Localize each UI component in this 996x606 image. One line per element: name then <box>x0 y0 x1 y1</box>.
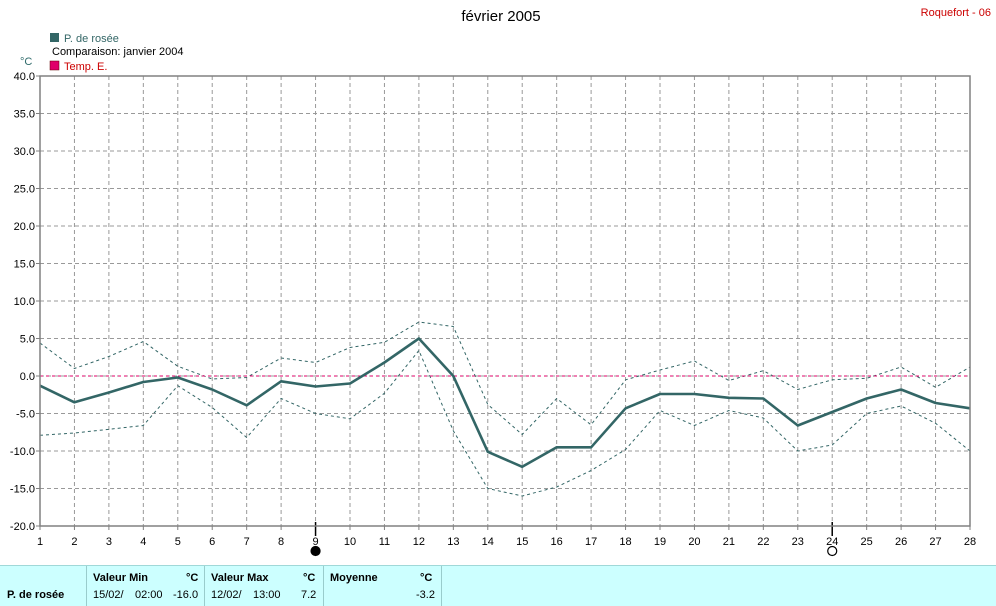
legend-label-temp: Temp. E. <box>64 61 107 73</box>
x-tick-label: 18 <box>619 536 631 548</box>
stats-panel: P. de rosée Valeur Min °C 15/02/ 02:00 -… <box>0 565 996 606</box>
stats-max-unit: °C <box>303 572 316 584</box>
stats-min-time: 02:00 <box>135 589 163 601</box>
y-tick-label: 20.0 <box>14 221 35 233</box>
new-moon-icon <box>310 545 321 557</box>
stats-max-date: 12/02/ <box>211 589 242 601</box>
legend-swatch-dewpoint <box>50 33 59 42</box>
x-tick-label: 5 <box>175 536 181 548</box>
stats-row-label: P. de rosée <box>7 589 65 601</box>
x-tick-label: 2 <box>71 536 77 548</box>
x-tick-label: 10 <box>344 536 356 548</box>
x-tick-label: 4 <box>140 536 146 548</box>
x-tick-label: 27 <box>929 536 941 548</box>
x-tick-label: 1 <box>37 536 43 548</box>
x-tick-label: 9 <box>312 536 318 548</box>
x-tick-label: 21 <box>723 536 735 548</box>
series-line-0 <box>39 337 971 469</box>
y-tick-label: 25.0 <box>14 184 35 196</box>
y-tick-label: 15.0 <box>14 259 35 271</box>
x-tick-label: 24 <box>826 536 838 548</box>
stats-min-header: Valeur Min <box>93 572 149 584</box>
y-tick-label: 0.0 <box>20 371 35 383</box>
stats-avg-cell: Moyenne °C -3.2 <box>324 566 442 606</box>
chart-title: février 2005 <box>461 8 540 25</box>
stats-min-unit: °C <box>186 572 199 584</box>
stats-max-cell: Valeur Max °C 12/02/ 13:00 7.2 <box>205 566 324 606</box>
y-unit: °C <box>20 56 32 68</box>
series-group <box>39 321 971 497</box>
x-tick-label: 7 <box>244 536 250 548</box>
station-label: Roquefort - 06 <box>921 7 991 19</box>
stats-label-cell: P. de rosée <box>0 566 87 606</box>
stats-min-date: 15/02/ <box>93 589 124 601</box>
y-tick-label: 40.0 <box>14 71 35 83</box>
y-tick-label: 5.0 <box>20 334 35 346</box>
stats-max-time: 13:00 <box>253 589 281 601</box>
stats-avg-unit: °C <box>420 572 433 584</box>
legend: P. de rosée Comparaison: janvier 2004 Te… <box>49 33 183 73</box>
moon-markers <box>310 522 838 557</box>
x-tick-label: 11 <box>379 536 390 548</box>
x-tick-label: 22 <box>757 536 769 548</box>
x-tick-label: 13 <box>447 536 459 548</box>
x-tick-label: 23 <box>792 536 804 548</box>
y-tick-label: -15.0 <box>10 484 35 496</box>
y-tick-label: -10.0 <box>10 446 35 458</box>
y-tick-label: 10.0 <box>14 296 35 308</box>
y-tick-label: -5.0 <box>16 409 35 421</box>
x-tick-label: 15 <box>516 536 528 548</box>
x-tick-label: 12 <box>413 536 425 548</box>
stats-min-cell: Valeur Min °C 15/02/ 02:00 -16.0 <box>87 566 205 606</box>
full-moon-icon <box>827 545 838 557</box>
x-tick-label: 6 <box>209 536 215 548</box>
plot-frame <box>39 75 971 527</box>
x-tick-label: 16 <box>551 536 563 548</box>
legend-swatch-temp <box>49 60 60 71</box>
x-tick-label: 17 <box>585 536 597 548</box>
x-tick-label: 26 <box>895 536 907 548</box>
chart: février 2005 Roquefort - 06 P. de rosée … <box>10 7 991 557</box>
legend-label-comparison: Comparaison: janvier 2004 <box>52 46 183 58</box>
series-line-1 <box>39 321 971 435</box>
x-tick-label: 20 <box>688 536 700 548</box>
y-tick-label: 30.0 <box>14 146 35 158</box>
stats-max-value: 7.2 <box>301 589 317 601</box>
stats-avg-header: Moyenne <box>330 572 378 584</box>
x-tick-label: 8 <box>278 536 284 548</box>
x-tick-label: 19 <box>654 536 666 548</box>
legend-label-dewpoint: P. de rosée <box>64 33 119 45</box>
stats-max-header: Valeur Max <box>211 572 269 584</box>
x-tick-label: 28 <box>964 536 976 548</box>
x-axis: 1 2 3 4 5 6 7 8 9 10 11 12 13 14 15 16 17 18 19 20 21 22 23 24 2… <box>37 526 976 548</box>
stats-avg-value: -3.2 <box>416 589 435 601</box>
grid <box>40 75 970 527</box>
y-tick-label: 35.0 <box>14 109 35 121</box>
stats-min-value: -16.0 <box>173 589 199 601</box>
y-axis: 40.0 35.0 30.0 25.0 20.0 15.0 10.0 5.0 0.0 -5.0 -1… <box>10 71 40 533</box>
y-tick-label: -20.0 <box>10 521 35 533</box>
series-line-2 <box>39 350 971 497</box>
x-tick-label: 25 <box>861 536 873 548</box>
x-tick-label: 14 <box>482 536 494 548</box>
x-tick-label: 3 <box>106 536 112 548</box>
